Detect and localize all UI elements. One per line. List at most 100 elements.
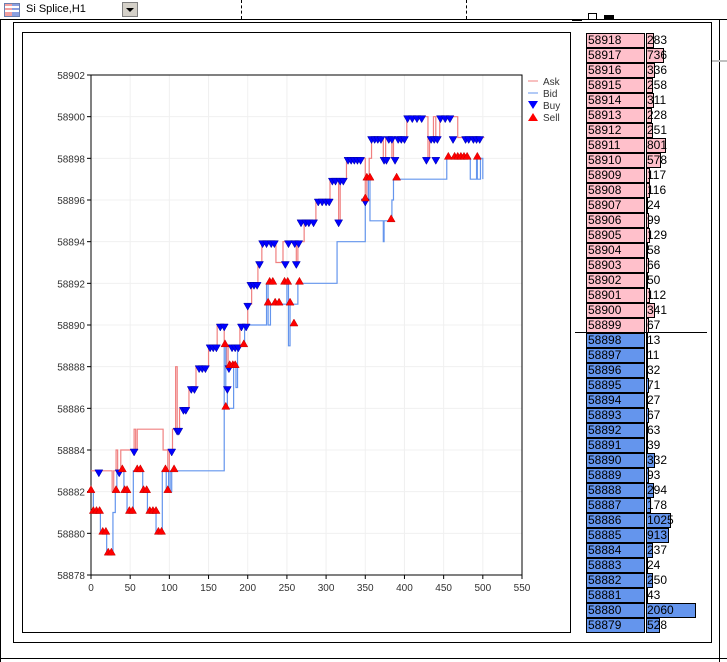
buy-marker xyxy=(475,136,485,145)
level-volume: 129 xyxy=(647,228,668,242)
y-tick-label: 58878 xyxy=(57,571,85,582)
volume-bar xyxy=(646,588,648,603)
level-volume: 112 xyxy=(647,288,667,302)
symbol-dropdown-button[interactable] xyxy=(122,2,138,17)
chart-window-icon xyxy=(4,3,20,17)
level-volume: 736 xyxy=(647,48,668,62)
buy-marker xyxy=(167,448,177,457)
level-price: 58917 xyxy=(586,48,645,63)
level-volume: 71 xyxy=(647,378,661,392)
buy-marker xyxy=(284,240,293,249)
level-volume: 50 xyxy=(647,273,661,287)
buy-marker xyxy=(448,136,458,145)
level-price: 58890 xyxy=(586,453,645,468)
x-tick-label: 500 xyxy=(474,583,491,594)
level-price: 58894 xyxy=(586,393,645,408)
y-tick-label: 58898 xyxy=(57,154,85,165)
frame-line xyxy=(0,19,1,662)
x-tick-label: 150 xyxy=(200,583,217,594)
sell-marker xyxy=(161,464,170,473)
level-price: 58918 xyxy=(586,33,645,48)
plot-area-border xyxy=(90,74,523,576)
volume-bar xyxy=(646,198,648,213)
x-tick-label: 300 xyxy=(318,583,335,594)
x-tick-label: 0 xyxy=(88,583,94,594)
buy-marker xyxy=(417,115,427,124)
buy-marker xyxy=(219,323,229,332)
level-price: 58895 xyxy=(586,378,645,393)
x-tick-label: 450 xyxy=(435,583,452,594)
sell-marker xyxy=(220,339,230,348)
sell-marker xyxy=(151,505,161,514)
x-tick-label: 100 xyxy=(161,583,178,594)
sell-marker xyxy=(386,214,396,223)
level-volume: 1025 xyxy=(647,513,674,527)
level-volume: 311 xyxy=(647,93,667,107)
x-tick-label: 200 xyxy=(239,583,256,594)
buy-marker xyxy=(190,386,199,395)
sell-marker xyxy=(128,505,137,514)
y-tick-label: 58882 xyxy=(57,488,85,499)
restore-icon[interactable] xyxy=(588,13,597,20)
sell-marker xyxy=(274,297,284,306)
level-volume: 67 xyxy=(647,408,661,422)
level-volume: 116 xyxy=(647,183,667,197)
divider xyxy=(241,0,242,19)
sell-marker xyxy=(289,318,299,327)
level-volume: 11 xyxy=(647,348,660,362)
level-price: 58880 xyxy=(586,603,645,618)
symbol-title: Si Splice,H1 xyxy=(26,3,86,15)
level-volume: 294 xyxy=(647,483,668,497)
volume-bar xyxy=(646,153,661,168)
level-price: 58899 xyxy=(586,318,645,333)
volume-bar xyxy=(646,558,648,573)
y-tick-label: 58890 xyxy=(57,321,85,332)
sell-marker xyxy=(443,151,453,160)
volume-bar xyxy=(646,123,653,138)
sell-marker xyxy=(462,151,472,160)
level-volume: 283 xyxy=(647,33,668,47)
maximize-icon[interactable] xyxy=(604,15,614,20)
sell-marker xyxy=(135,464,145,473)
level-price: 58900 xyxy=(586,303,645,318)
volume-bar xyxy=(646,363,648,378)
level-volume: 63 xyxy=(647,423,661,437)
volume-bar xyxy=(646,408,649,423)
level-price: 58886 xyxy=(586,513,645,528)
volume-bar xyxy=(646,78,653,93)
volume-bar xyxy=(646,348,648,363)
volume-bar xyxy=(646,108,652,123)
y-tick-label: 58902 xyxy=(57,71,85,82)
level-price: 58892 xyxy=(586,423,645,438)
level-volume: 341 xyxy=(647,303,668,317)
volume-bar xyxy=(646,138,666,153)
x-tick-label: 400 xyxy=(396,583,413,594)
sell-marker xyxy=(239,339,249,348)
sell-marker xyxy=(221,401,231,410)
level-price: 58910 xyxy=(586,153,645,168)
minimize-icon[interactable] xyxy=(572,14,582,21)
sell-marker xyxy=(283,276,293,285)
level-price: 58904 xyxy=(586,243,645,258)
sell-marker xyxy=(169,464,179,473)
level-price: 58914 xyxy=(586,93,645,108)
y-tick-label: 58884 xyxy=(57,446,85,457)
legend-label: Buy xyxy=(543,101,560,112)
chart-window-toolbar: Si Splice,H1 xyxy=(0,0,727,20)
level-volume: 99 xyxy=(647,213,661,227)
level-volume: 528 xyxy=(647,618,668,632)
level-volume: 24 xyxy=(647,198,661,212)
level-price: 58907 xyxy=(586,198,645,213)
buy-marker xyxy=(421,157,431,165)
divider xyxy=(466,0,467,19)
level-price: 58908 xyxy=(586,183,645,198)
sell-marker xyxy=(95,505,105,514)
y-tick-label: 58900 xyxy=(57,113,85,124)
level-price: 58887 xyxy=(586,498,645,513)
volume-bar xyxy=(646,543,653,558)
y-tick-label: 58894 xyxy=(57,238,85,249)
level-price: 58882 xyxy=(586,573,645,588)
level-price: 58891 xyxy=(586,438,645,453)
buy-marker xyxy=(280,261,290,270)
